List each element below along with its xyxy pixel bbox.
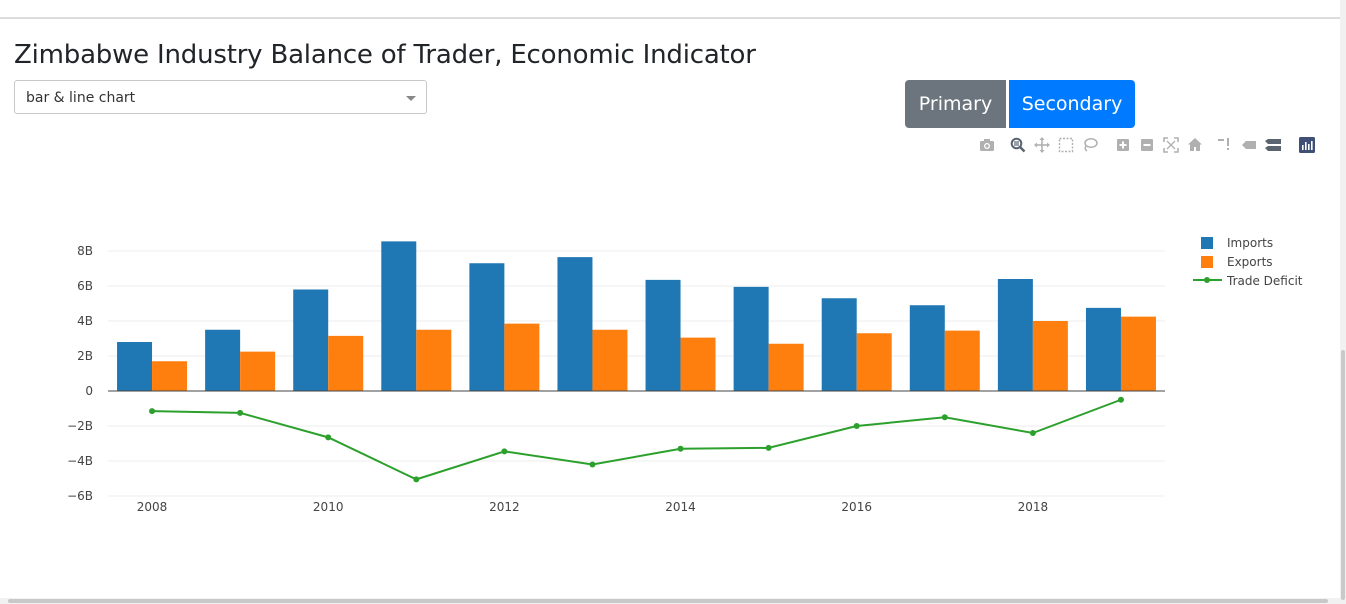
plotly-logo-icon[interactable] bbox=[1298, 136, 1316, 154]
trade-deficit-point[interactable] bbox=[1029, 430, 1036, 436]
y-tick-label: 4B bbox=[77, 314, 93, 328]
imports-bar[interactable] bbox=[557, 257, 593, 391]
imports-bar[interactable] bbox=[293, 289, 329, 392]
exports-bar[interactable] bbox=[416, 329, 452, 391]
legend-marker-trade-deficit bbox=[1204, 277, 1210, 283]
exports-bar[interactable] bbox=[856, 333, 892, 391]
camera-icon[interactable] bbox=[978, 136, 996, 154]
vertical-scrollbar-thumb[interactable] bbox=[1341, 350, 1345, 600]
trade-deficit-point[interactable] bbox=[941, 414, 948, 421]
exports-bar[interactable] bbox=[592, 329, 628, 391]
imports-bar[interactable] bbox=[997, 279, 1033, 391]
page-title: Zimbabwe Industry Balance of Trader, Eco… bbox=[14, 40, 756, 70]
imports-bar[interactable] bbox=[1085, 307, 1121, 391]
x-axis-ticks: 2008 2010 2012 2014 2016 2018 bbox=[137, 500, 1048, 514]
y-tick-label: 8B bbox=[77, 244, 93, 258]
autoscale-icon[interactable] bbox=[1162, 136, 1180, 154]
legend: Imports Exports Trade Deficit bbox=[1193, 236, 1303, 288]
trade-deficit-point[interactable] bbox=[237, 409, 244, 416]
y-axis-ticks: −6B −4B −2B 0 2B 4B 6B 8B bbox=[67, 244, 93, 503]
trade-deficit-point[interactable] bbox=[325, 434, 332, 441]
x-tick-label: 2016 bbox=[841, 500, 872, 514]
top-bar bbox=[0, 0, 1340, 19]
legend-swatch-imports[interactable] bbox=[1201, 237, 1213, 249]
pan-icon[interactable] bbox=[1033, 136, 1051, 154]
secondary-button[interactable]: Secondary bbox=[1009, 80, 1135, 128]
vertical-scrollbar[interactable] bbox=[1340, 0, 1346, 604]
x-tick-label: 2018 bbox=[1018, 500, 1049, 514]
spike-lines-icon[interactable] bbox=[1216, 136, 1234, 154]
horizontal-scrollbar-thumb[interactable] bbox=[8, 599, 1328, 603]
exports-bar[interactable] bbox=[152, 361, 188, 391]
y-tick-label: 2B bbox=[77, 349, 93, 363]
chart-type-select[interactable]: bar & line chart bbox=[14, 80, 427, 114]
exports-bar[interactable] bbox=[944, 330, 980, 391]
chart-type-select-value: bar & line chart bbox=[26, 90, 136, 106]
trade-deficit-point[interactable] bbox=[149, 408, 156, 415]
trade-deficit-line[interactable] bbox=[152, 398, 1122, 481]
exports-bar[interactable] bbox=[768, 343, 804, 391]
zoom-icon[interactable] bbox=[1009, 136, 1027, 154]
imports-bar[interactable] bbox=[733, 286, 769, 391]
trade-deficit-point[interactable] bbox=[1117, 396, 1124, 403]
trade-deficit-series bbox=[149, 396, 1124, 483]
y-tick-label: 6B bbox=[77, 279, 93, 293]
imports-bar[interactable] bbox=[117, 342, 153, 391]
exports-bar[interactable] bbox=[240, 351, 276, 391]
legend-label-imports[interactable]: Imports bbox=[1227, 236, 1273, 250]
trade-deficit-point[interactable] bbox=[501, 448, 508, 455]
exports-bar[interactable] bbox=[1032, 321, 1068, 391]
legend-label-exports[interactable]: Exports bbox=[1227, 255, 1273, 269]
legend-swatch-exports[interactable] bbox=[1201, 256, 1213, 268]
x-tick-label: 2014 bbox=[665, 500, 696, 514]
y-tick-label: −6B bbox=[67, 489, 93, 503]
reset-axes-icon[interactable] bbox=[1186, 136, 1204, 154]
imports-bar[interactable] bbox=[909, 305, 945, 391]
zoom-out-icon[interactable] bbox=[1138, 136, 1156, 154]
imports-bar[interactable] bbox=[469, 263, 505, 391]
trade-deficit-point[interactable] bbox=[589, 461, 596, 468]
hover-compare-icon[interactable] bbox=[1264, 136, 1282, 154]
trade-deficit-point[interactable] bbox=[765, 444, 772, 451]
lasso-select-icon[interactable] bbox=[1081, 136, 1099, 154]
chevron-down-icon[interactable] bbox=[406, 96, 416, 101]
exports-bar[interactable] bbox=[504, 323, 540, 391]
y-tick-label: 0 bbox=[85, 384, 93, 398]
imports-bar[interactable] bbox=[205, 329, 241, 391]
imports-bar[interactable] bbox=[821, 298, 857, 391]
legend-label-trade-deficit[interactable]: Trade Deficit bbox=[1226, 274, 1303, 288]
x-tick-label: 2008 bbox=[137, 500, 168, 514]
x-tick-label: 2010 bbox=[313, 500, 344, 514]
exports-bar[interactable] bbox=[680, 337, 716, 391]
bars bbox=[117, 241, 1156, 391]
hover-closest-icon[interactable] bbox=[1240, 136, 1258, 154]
horizontal-scrollbar[interactable] bbox=[0, 598, 1340, 604]
zoom-in-icon[interactable] bbox=[1114, 136, 1132, 154]
y-tick-label: −2B bbox=[67, 419, 93, 433]
grid-lines bbox=[108, 250, 1165, 497]
exports-bar[interactable] bbox=[1120, 316, 1156, 391]
trade-deficit-point[interactable] bbox=[413, 476, 420, 483]
trade-deficit-point[interactable] bbox=[677, 445, 684, 452]
imports-bar[interactable] bbox=[645, 279, 681, 391]
imports-bar[interactable] bbox=[381, 241, 417, 391]
primary-button[interactable]: Primary bbox=[905, 80, 1006, 128]
x-tick-label: 2012 bbox=[489, 500, 520, 514]
exports-bar[interactable] bbox=[328, 335, 364, 391]
box-select-icon[interactable] bbox=[1057, 136, 1075, 154]
y-tick-label: −4B bbox=[67, 454, 93, 468]
trade-deficit-point[interactable] bbox=[853, 423, 860, 429]
